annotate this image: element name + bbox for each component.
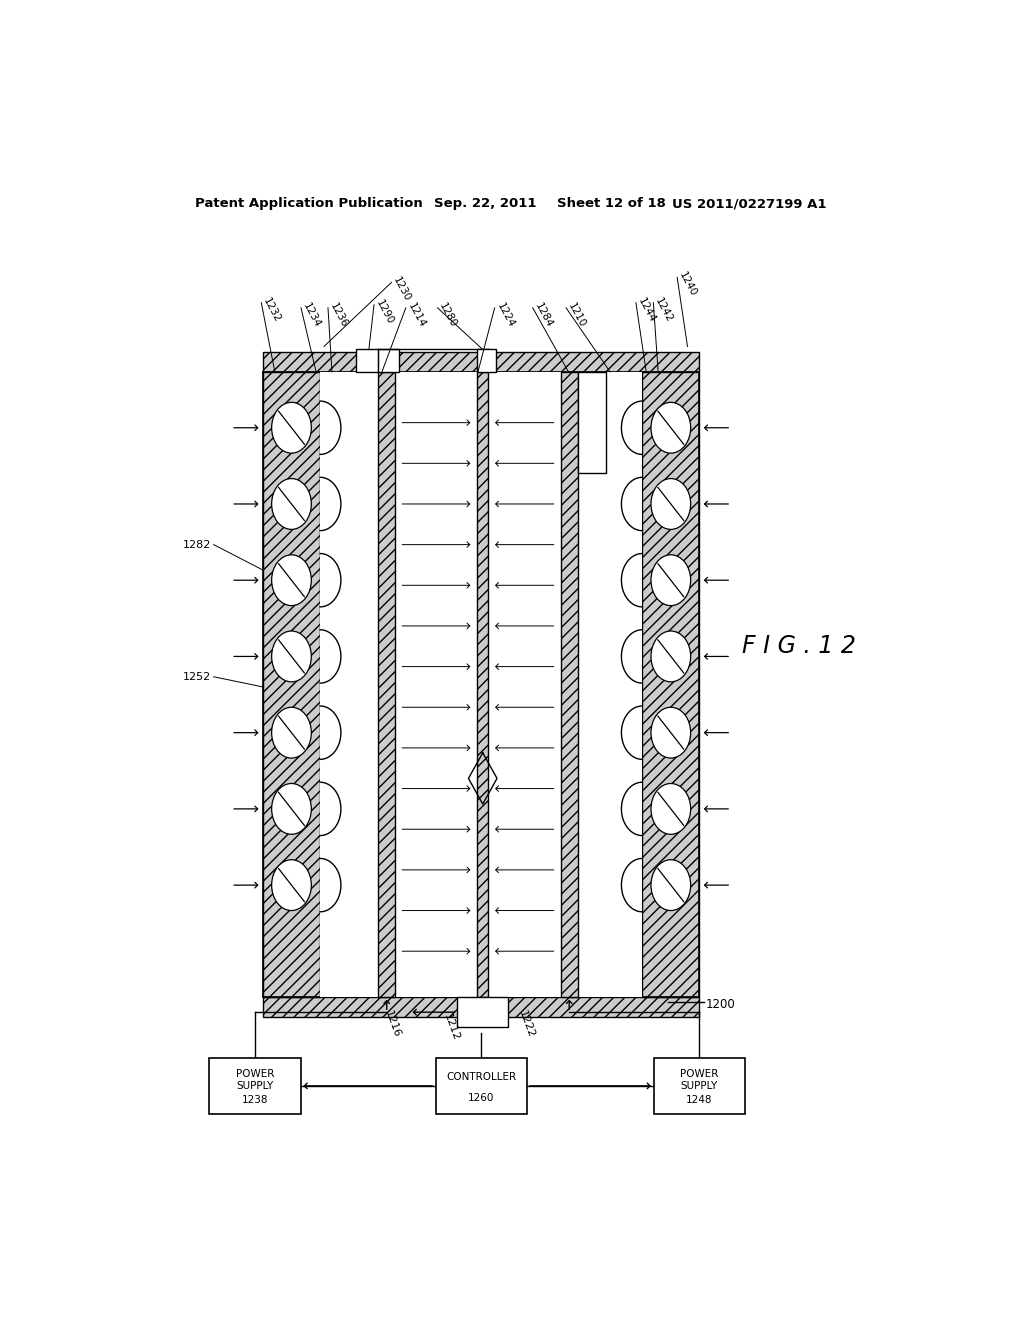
Text: 1280: 1280 <box>437 301 459 329</box>
Text: 1200: 1200 <box>706 998 735 1011</box>
Text: 1214: 1214 <box>406 301 427 329</box>
Circle shape <box>651 554 690 606</box>
Circle shape <box>651 403 690 453</box>
Text: 1224: 1224 <box>495 301 516 329</box>
Text: Sheet 12 of 18: Sheet 12 of 18 <box>557 197 666 210</box>
Text: 1222: 1222 <box>517 1010 536 1039</box>
Text: CONTROLLER: CONTROLLER <box>446 1072 516 1082</box>
Bar <box>395 372 560 997</box>
Text: POWER: POWER <box>680 1069 719 1078</box>
Text: 1236: 1236 <box>328 301 349 329</box>
Text: 1232: 1232 <box>261 296 283 325</box>
Bar <box>578 372 642 997</box>
Circle shape <box>271 859 311 911</box>
Text: 1240: 1240 <box>677 271 698 298</box>
Bar <box>435 1057 526 1114</box>
Bar <box>263 351 699 372</box>
Circle shape <box>271 708 311 758</box>
Text: 1242: 1242 <box>653 296 675 325</box>
Text: 1244: 1244 <box>636 296 657 325</box>
Bar <box>321 372 378 997</box>
Circle shape <box>271 554 311 606</box>
Circle shape <box>271 631 311 682</box>
Circle shape <box>651 708 690 758</box>
Bar <box>263 372 321 997</box>
Circle shape <box>651 784 690 834</box>
Text: 1238: 1238 <box>242 1094 268 1105</box>
Text: 1290: 1290 <box>374 298 395 326</box>
Text: 1260: 1260 <box>468 1093 495 1104</box>
Circle shape <box>271 784 311 834</box>
Circle shape <box>651 479 690 529</box>
Text: Sep. 22, 2011: Sep. 22, 2011 <box>433 197 536 210</box>
Circle shape <box>651 859 690 911</box>
Bar <box>653 1057 745 1114</box>
Circle shape <box>651 631 690 682</box>
Text: SUPPLY: SUPPLY <box>237 1081 273 1090</box>
Bar <box>355 350 399 372</box>
Bar <box>642 372 699 997</box>
Bar <box>578 372 606 474</box>
Text: 1212: 1212 <box>441 1012 461 1043</box>
Text: 1248: 1248 <box>686 1094 713 1105</box>
Bar <box>209 1057 301 1114</box>
Bar <box>263 997 699 1018</box>
Text: 1284: 1284 <box>532 301 554 329</box>
Bar <box>477 372 488 997</box>
Text: F I G . 1 2: F I G . 1 2 <box>741 635 855 659</box>
Text: 1210: 1210 <box>566 301 588 329</box>
Text: 1230: 1230 <box>391 276 413 304</box>
Circle shape <box>271 479 311 529</box>
Circle shape <box>271 403 311 453</box>
Text: POWER: POWER <box>236 1069 274 1078</box>
Text: 1234: 1234 <box>301 301 323 329</box>
Text: 1216: 1216 <box>383 1010 401 1039</box>
Bar <box>458 997 508 1027</box>
Bar <box>560 372 578 997</box>
Text: 1252: 1252 <box>183 672 211 681</box>
Bar <box>378 372 395 997</box>
Text: US 2011/0227199 A1: US 2011/0227199 A1 <box>672 197 826 210</box>
Text: 1282: 1282 <box>183 540 211 549</box>
Text: Patent Application Publication: Patent Application Publication <box>196 197 423 210</box>
Text: SUPPLY: SUPPLY <box>681 1081 718 1090</box>
Bar <box>477 350 497 372</box>
